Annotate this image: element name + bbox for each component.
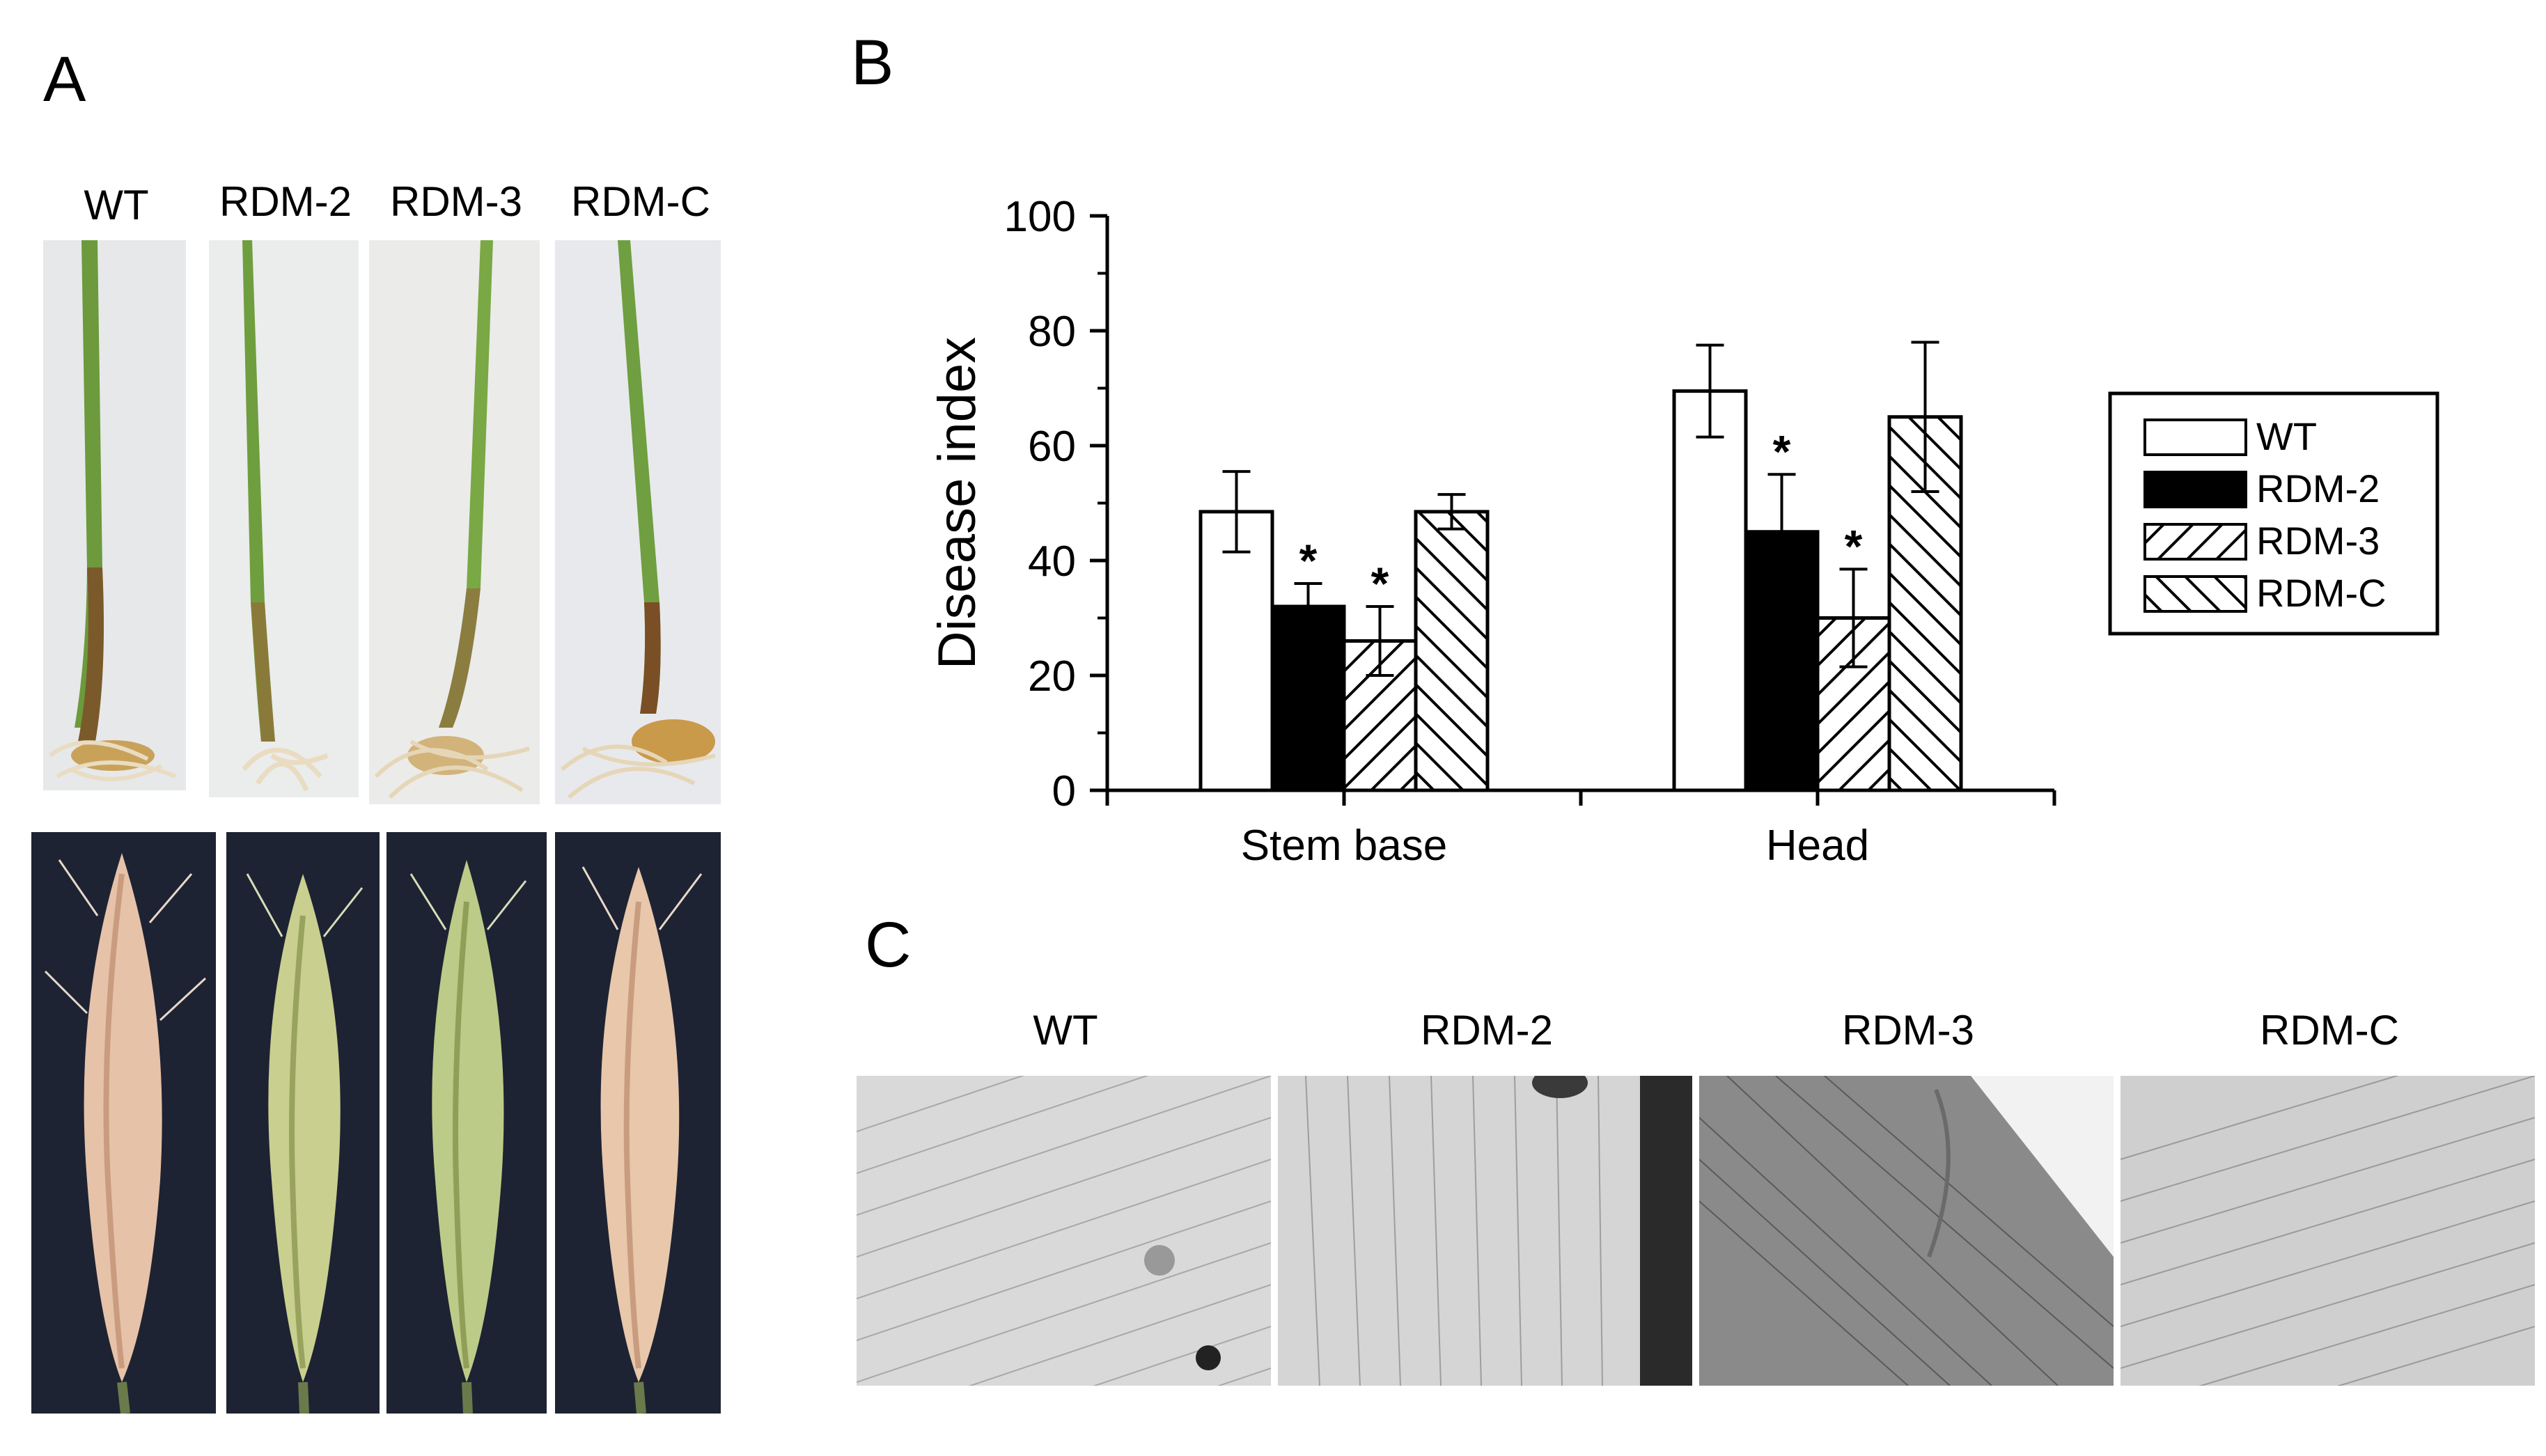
panel-c-label-rdm3: RDM-3 xyxy=(1842,1007,1974,1054)
legend-swatch-wt xyxy=(2143,418,2247,456)
wheat-head-photo-rdm3 xyxy=(386,832,547,1414)
wheat-head-photo-rdmc xyxy=(555,832,721,1414)
wheat-head-photo-rdm2 xyxy=(226,832,380,1414)
legend-swatch-rdm-c xyxy=(2143,575,2247,613)
panel-label-a: A xyxy=(43,44,86,115)
x-category-label: Head xyxy=(1766,822,1869,870)
significance-marker: * xyxy=(1299,535,1318,586)
seedling-photo-wt xyxy=(43,240,186,790)
significance-marker: * xyxy=(1371,558,1389,609)
micrograph-wt xyxy=(857,1076,1271,1386)
legend-label-rdm-3: RDM-3 xyxy=(2256,519,2380,563)
micrograph-rdmc xyxy=(2121,1076,2535,1386)
panel-c-label-wt: WT xyxy=(1033,1007,1098,1054)
y-tick-label: 60 xyxy=(1028,423,1076,471)
bar-rdm-c-0 xyxy=(1414,510,1490,792)
legend-swatch-rdm-2 xyxy=(2143,471,2247,508)
y-tick-label: 20 xyxy=(1028,652,1076,700)
panel-a-label-rdmc: RDM-C xyxy=(571,178,710,225)
seedling-photo-rdm3 xyxy=(369,240,540,804)
significance-marker: * xyxy=(1845,520,1863,572)
y-tick-label: 0 xyxy=(1052,767,1076,815)
seedling-photo-rdm2 xyxy=(209,240,359,797)
seedling-photo-rdmc xyxy=(555,240,721,804)
panel-label-b: B xyxy=(851,27,894,98)
y-tick-label: 40 xyxy=(1028,538,1076,586)
bar-rdm-2-0 xyxy=(1270,604,1346,792)
disease-index-bar-chart: 0 20 40 60 80 100 Disease index Stem base * * Head… xyxy=(928,193,2439,870)
bar-wt-0 xyxy=(1198,510,1274,792)
bar-wt-1 xyxy=(1672,389,1748,792)
legend-label-rdm-2: RDM-2 xyxy=(2256,467,2380,510)
legend-label-rdm-c: RDM-C xyxy=(2256,571,2387,615)
y-axis-title: Disease index xyxy=(928,337,987,669)
y-tick-label: 80 xyxy=(1028,308,1076,356)
y-tick-label: 100 xyxy=(1004,193,1076,241)
micrograph-rdm3 xyxy=(1699,1076,2114,1386)
panel-c-label-rdmc: RDM-C xyxy=(2260,1007,2399,1054)
wheat-head-photo-wt xyxy=(31,832,216,1414)
legend-swatch-rdm-3 xyxy=(2143,523,2247,561)
panel-a-label-rdm2: RDM-2 xyxy=(219,178,352,225)
panel-c-label-rdm2: RDM-2 xyxy=(1421,1007,1553,1054)
micrograph-rdm2 xyxy=(1278,1076,1692,1386)
x-category-label: Stem base xyxy=(1241,822,1447,870)
panel-label-c: C xyxy=(865,909,912,980)
panel-a-label-rdm3: RDM-3 xyxy=(390,178,522,225)
legend-label-wt: WT xyxy=(2256,414,2317,458)
significance-marker: * xyxy=(1773,425,1791,477)
panel-a-label-wt: WT xyxy=(84,182,149,228)
